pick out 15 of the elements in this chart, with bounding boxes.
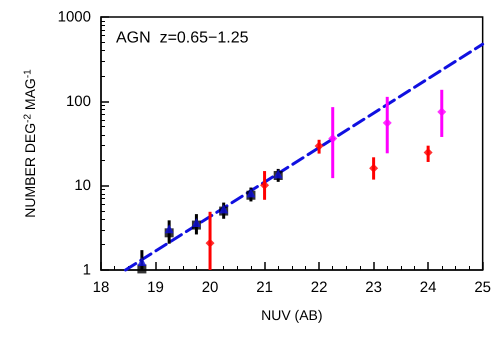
y-tick-label: 1	[82, 262, 91, 278]
x-tick-label: 23	[365, 279, 382, 296]
x-tick-label: 25	[474, 279, 491, 296]
x-tick-label: 21	[256, 279, 273, 296]
y-axis-title: NUMBER DEG-2 MAG-1	[22, 68, 38, 218]
annotation: AGN z=0.65−1.25	[116, 30, 249, 46]
x-tick-label: 22	[310, 279, 328, 296]
x-tick-label: 18	[92, 279, 110, 296]
x-tick-label: 20	[202, 279, 218, 296]
y-tick-label: 1000	[58, 8, 91, 26]
y-tick-label: 10	[74, 177, 91, 194]
x-tick-label: 19	[147, 279, 164, 296]
x-axis-title: NUV (AB)	[261, 307, 323, 323]
y-tick-label: 100	[66, 92, 91, 110]
x-tick-label: 24	[420, 279, 436, 296]
